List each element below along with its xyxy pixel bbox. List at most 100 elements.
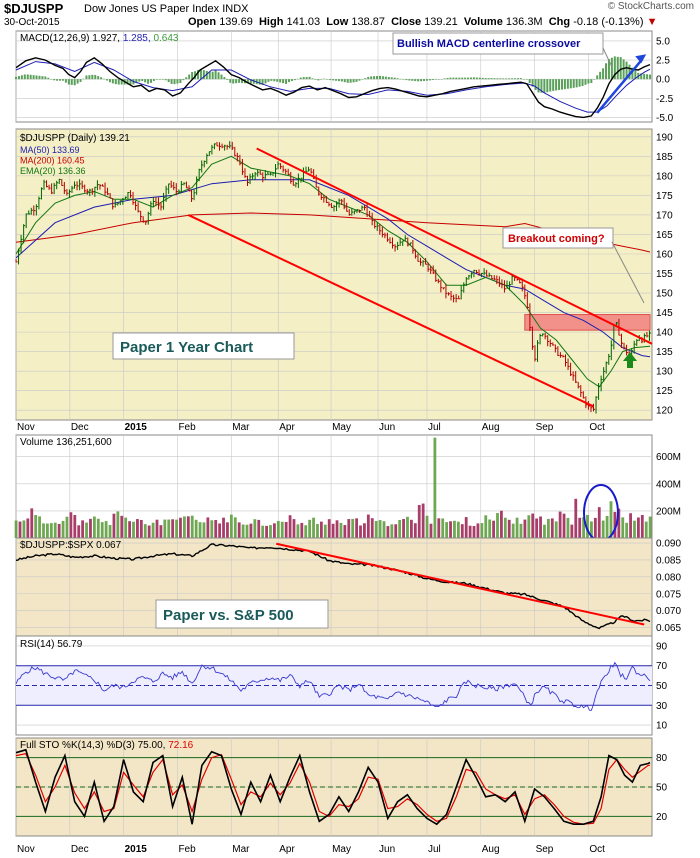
macd-histogram-bar bbox=[384, 76, 387, 80]
volume-bar bbox=[65, 516, 69, 538]
volume-bar bbox=[292, 519, 296, 538]
x-axis-bottom-label: Apr bbox=[279, 844, 295, 855]
price-legend-ma200: MA(200) 160.45 bbox=[20, 156, 85, 166]
macd-histogram-bar bbox=[82, 78, 85, 80]
volume-bar bbox=[132, 521, 135, 538]
macd-histogram-bar bbox=[378, 75, 381, 80]
volume-bar bbox=[147, 525, 151, 538]
macd-histogram-bar bbox=[267, 79, 270, 82]
volume-bar bbox=[605, 516, 609, 538]
macd-histogram-bar bbox=[35, 75, 38, 80]
volume-bar bbox=[49, 523, 53, 538]
x-axis-bottom-label: Dec bbox=[71, 844, 89, 855]
volume-bar bbox=[30, 508, 34, 538]
macd-histogram-bar bbox=[376, 75, 379, 80]
volume-bar bbox=[617, 508, 621, 538]
volume-bar bbox=[26, 518, 30, 538]
macd-histogram-bar bbox=[305, 76, 308, 80]
macd-histogram-bar bbox=[599, 71, 602, 80]
volume-bar bbox=[38, 516, 41, 538]
macd-histogram-bar bbox=[346, 79, 349, 83]
macd-histogram-bar bbox=[516, 78, 519, 80]
volume-bar bbox=[366, 514, 370, 538]
macd-histogram-bar bbox=[434, 79, 437, 80]
macd-histogram-bar bbox=[38, 75, 41, 80]
macd-histogram-bar bbox=[79, 79, 82, 82]
volume-bar bbox=[14, 520, 18, 538]
macd-histogram-bar bbox=[484, 78, 487, 80]
volume-bar bbox=[363, 523, 366, 538]
volume-bar bbox=[61, 520, 65, 538]
volume-bar bbox=[319, 521, 323, 538]
macd-histogram-bar bbox=[455, 77, 458, 80]
breakout-callout-box bbox=[502, 227, 614, 249]
macd-histogram-bar bbox=[420, 79, 423, 82]
macd-histogram-bar bbox=[114, 79, 117, 85]
macd-histogram-bar bbox=[103, 78, 106, 80]
macd-histogram-bar bbox=[290, 79, 293, 82]
volume-bar bbox=[484, 515, 488, 538]
volume-bar bbox=[276, 520, 280, 538]
price-downtrend-resistance-line bbox=[256, 147, 653, 345]
volume-bar bbox=[558, 511, 562, 538]
macd-histogram-bar bbox=[508, 78, 511, 80]
volume-bar bbox=[456, 521, 460, 538]
volume-bar bbox=[398, 520, 402, 538]
volume-bar bbox=[644, 521, 648, 538]
macd-histogram-bar bbox=[332, 79, 335, 81]
ratio-line bbox=[15, 543, 651, 630]
volume-bar bbox=[609, 501, 613, 538]
macd-histogram-bar bbox=[111, 79, 114, 84]
price-tick-label: 170 bbox=[656, 210, 673, 221]
macd-histogram-bar bbox=[469, 77, 472, 80]
macd-histogram-bar bbox=[355, 79, 358, 82]
volume-bar bbox=[22, 520, 26, 538]
volume-bar bbox=[202, 522, 206, 538]
macd-histogram-bar bbox=[261, 79, 264, 85]
stoch-tick-label: 50 bbox=[656, 783, 668, 794]
volume-bar bbox=[531, 513, 535, 538]
volume-bar bbox=[382, 521, 386, 538]
macd-tick-label: 5.0 bbox=[656, 36, 670, 47]
price-tick-label: 160 bbox=[656, 249, 673, 260]
volume-bar bbox=[128, 521, 132, 538]
macd-histogram-bar bbox=[232, 79, 235, 84]
macd-histogram-bar bbox=[464, 77, 467, 80]
volume-bar bbox=[257, 519, 261, 538]
price-tick-label: 175 bbox=[656, 191, 673, 202]
price-legend-ma50: MA(50) 133.69 bbox=[20, 145, 80, 155]
volume-bar bbox=[523, 519, 527, 538]
macd-histogram-bar bbox=[431, 79, 434, 81]
macd-histogram-bar bbox=[323, 78, 326, 80]
rsi-label: RSI(14) 56.79 bbox=[20, 639, 83, 650]
macd-histogram-bar bbox=[264, 79, 267, 84]
rsi-tick-label: 50 bbox=[656, 681, 668, 692]
macd-histogram-bar bbox=[390, 77, 393, 80]
macd-histogram-bar bbox=[196, 69, 199, 80]
volume-bar bbox=[237, 522, 241, 538]
macd-histogram-bar bbox=[176, 79, 179, 84]
volume-bar bbox=[535, 518, 539, 538]
price-tick-label: 185 bbox=[656, 152, 673, 163]
macd-histogram-bar bbox=[613, 56, 616, 80]
macd-histogram-bar bbox=[152, 79, 155, 81]
macd-histogram-bar bbox=[487, 78, 490, 80]
chg-label: Chg bbox=[548, 16, 571, 28]
volume-bar bbox=[562, 513, 566, 538]
macd-histogram-bar bbox=[299, 77, 302, 80]
macd-histogram-bar bbox=[50, 79, 53, 80]
x-axis-top-label: Feb bbox=[178, 422, 196, 433]
macd-histogram-bar bbox=[546, 79, 549, 93]
macd-histogram-bar bbox=[100, 77, 103, 80]
x-axis-top-label: Jun bbox=[379, 422, 395, 433]
macd-histogram-bar bbox=[279, 79, 282, 83]
macd-histogram-bar bbox=[452, 77, 455, 80]
macd-histogram-bar bbox=[408, 79, 411, 81]
macd-histogram-bar bbox=[311, 78, 314, 80]
macd-histogram-bar bbox=[238, 79, 241, 83]
macd-histogram-bar bbox=[144, 79, 147, 83]
macd-histogram-bar bbox=[643, 73, 646, 80]
macd-histogram-bar bbox=[496, 78, 499, 80]
volume-bars bbox=[14, 437, 652, 538]
chart-date: 30-Oct-2015 bbox=[4, 17, 60, 28]
